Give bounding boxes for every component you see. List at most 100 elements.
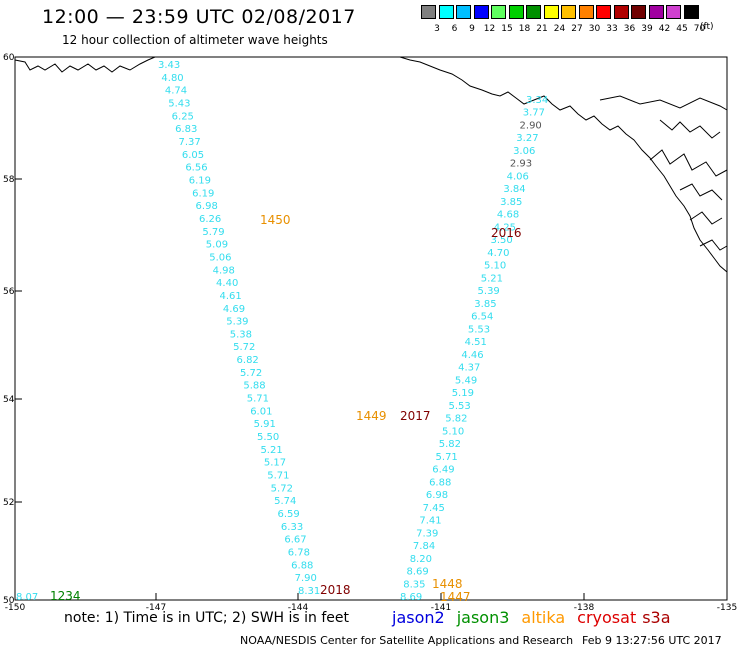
swh-value-track-b: 8.20 bbox=[410, 554, 432, 565]
swh-value-track-a: 6.05 bbox=[182, 150, 204, 161]
swh-value-track-b: 4.37 bbox=[458, 363, 480, 374]
legend-swatch bbox=[578, 5, 594, 19]
lat-label: 60 bbox=[3, 53, 15, 63]
swh-value-track-b: 7.84 bbox=[413, 541, 435, 552]
swh-value-track-a: 4.40 bbox=[216, 278, 238, 289]
swh-value-track-a: 4.74 bbox=[165, 86, 187, 97]
legend-label: 45 bbox=[676, 24, 688, 34]
swh-value-track-b: 5.82 bbox=[445, 414, 467, 425]
swh-value-track-b: 6.49 bbox=[432, 465, 454, 476]
swh-value-track-b: 3.84 bbox=[503, 184, 525, 195]
swh-value-track-b: 2.90 bbox=[520, 120, 542, 131]
legend-label: 9 bbox=[469, 24, 475, 34]
swh-value-track-b: 6.54 bbox=[471, 312, 493, 323]
map-subtitle: 12 hour collection of altimeter wave hei… bbox=[62, 33, 328, 47]
swh-value-track-b: 5.53 bbox=[468, 324, 490, 335]
swh-value-track-a: 6.19 bbox=[189, 175, 211, 186]
footer-center: NOAA/NESDIS Center for Satellite Applica… bbox=[240, 634, 574, 647]
swh-value-track-b: 8.35 bbox=[403, 579, 425, 590]
legend-label: 21 bbox=[536, 24, 548, 34]
swh-value-track-b: 5.53 bbox=[448, 401, 470, 412]
map-title: 12:00 — 23:59 UTC 02/08/2017 bbox=[42, 6, 356, 28]
swh-value-track-a: 6.56 bbox=[185, 163, 207, 174]
swh-value-track-a: 5.17 bbox=[264, 458, 286, 469]
lon-label: -135 bbox=[717, 603, 737, 613]
legend-swatch bbox=[543, 5, 559, 19]
swh-value-track-b: 3.85 bbox=[500, 197, 522, 208]
legend-label: 6 bbox=[451, 24, 458, 34]
swh-value-track-b: 7.45 bbox=[423, 503, 445, 514]
swh-value-track-a: 6.01 bbox=[250, 406, 272, 417]
swh-value-track-b: 5.19 bbox=[452, 388, 474, 399]
legend-swatch bbox=[613, 5, 629, 19]
swh-value-track-a: 5.88 bbox=[243, 381, 265, 392]
legend-label: 39 bbox=[641, 24, 653, 34]
swh-value-track-b: 6.98 bbox=[426, 490, 448, 501]
lon-label: -150 bbox=[5, 603, 26, 613]
swh-value-track-a: 5.71 bbox=[267, 471, 289, 482]
pass-time-label: 2016 bbox=[491, 226, 522, 240]
lat-label: 54 bbox=[3, 395, 15, 405]
alaska-inside-passage bbox=[599, 95, 728, 251]
legend-swatch bbox=[631, 5, 646, 19]
lon-label: -147 bbox=[146, 603, 166, 613]
legend-swatch bbox=[508, 5, 524, 19]
swh-value-track-a: 6.19 bbox=[192, 188, 214, 199]
lat-label: 50 bbox=[3, 596, 15, 606]
swh-value-track-b: 3.34 bbox=[526, 95, 548, 106]
map-frame bbox=[14, 56, 728, 601]
pass-time-label: 1447 bbox=[440, 590, 471, 604]
legend-label: 15 bbox=[501, 24, 513, 34]
swh-value-track-a: 6.88 bbox=[291, 560, 313, 571]
swh-value-track-a: 5.39 bbox=[226, 317, 248, 328]
satellite-s3a: s3a bbox=[642, 608, 671, 627]
lon-label: -141 bbox=[431, 603, 451, 613]
satellite-jason2: jason2 bbox=[392, 608, 445, 627]
legend-label: 12 bbox=[483, 24, 496, 34]
swh-value-track-b: 3.27 bbox=[516, 133, 538, 144]
swh-value-track-b: 6.88 bbox=[429, 477, 451, 488]
swh-value-track-a: 7.90 bbox=[295, 573, 317, 584]
legend-swatch bbox=[473, 5, 489, 19]
swh-value-track-a: 3.43 bbox=[158, 60, 180, 71]
pass-time-label: 1448 bbox=[432, 577, 463, 591]
swh-value-track-a: 8.31 bbox=[298, 586, 320, 597]
legend-swatch bbox=[596, 5, 611, 19]
note-text: note: 1) Time is in UTC; 2) SWH is in fe… bbox=[64, 610, 350, 626]
swh-value-track-a: 4.69 bbox=[223, 304, 245, 315]
swh-value-track-a: 5.72 bbox=[233, 342, 255, 353]
swh-value-track-a: 5.06 bbox=[209, 252, 231, 263]
swh-value-track-a: 6.26 bbox=[199, 214, 221, 225]
legend-label: 42 bbox=[658, 24, 671, 34]
swh-value-track-a: 6.25 bbox=[172, 111, 194, 122]
swh-value-track-a: 5.79 bbox=[202, 227, 224, 238]
legend-label: 24 bbox=[553, 24, 566, 34]
legend-swatch bbox=[421, 5, 436, 19]
swh-value-track-a: 6.59 bbox=[278, 509, 300, 520]
swh-value-track-b: 4.68 bbox=[497, 210, 519, 221]
swh-value-track-b: 4.51 bbox=[465, 337, 487, 348]
legend-label: 3 bbox=[434, 24, 440, 34]
swh-value-track-b: 5.39 bbox=[478, 286, 500, 297]
pass-time-label: 1449 bbox=[356, 409, 387, 423]
legend-swatch bbox=[438, 5, 454, 19]
legend-unit: (ft) bbox=[700, 22, 714, 32]
pass-time-label: 1234 bbox=[50, 589, 81, 603]
swh-value-track-b: 4.70 bbox=[487, 248, 509, 259]
swh-value-track-a: 7.37 bbox=[178, 137, 200, 148]
legend-swatch bbox=[456, 5, 471, 19]
swh-value-track-b: 5.82 bbox=[439, 439, 461, 450]
swh-value-track-a: 5.74 bbox=[274, 496, 296, 507]
swh-value-track-b: 5.10 bbox=[442, 426, 464, 437]
swh-value-track-a: 5.91 bbox=[254, 419, 276, 430]
swh-value-track-a: 5.21 bbox=[260, 445, 282, 456]
swh-value-track-a: 6.67 bbox=[284, 535, 306, 546]
legend-swatch bbox=[683, 5, 699, 19]
legend-label: 30 bbox=[588, 24, 601, 34]
pass-time-label: 2018 bbox=[320, 583, 351, 597]
satellite-altika: altika bbox=[521, 608, 566, 627]
swh-value-track-a: 6.83 bbox=[175, 124, 197, 135]
satellite-cryosat: cryosat bbox=[577, 608, 637, 627]
swh-value-track-a: 4.61 bbox=[219, 291, 241, 302]
legend-swatch bbox=[561, 5, 576, 19]
